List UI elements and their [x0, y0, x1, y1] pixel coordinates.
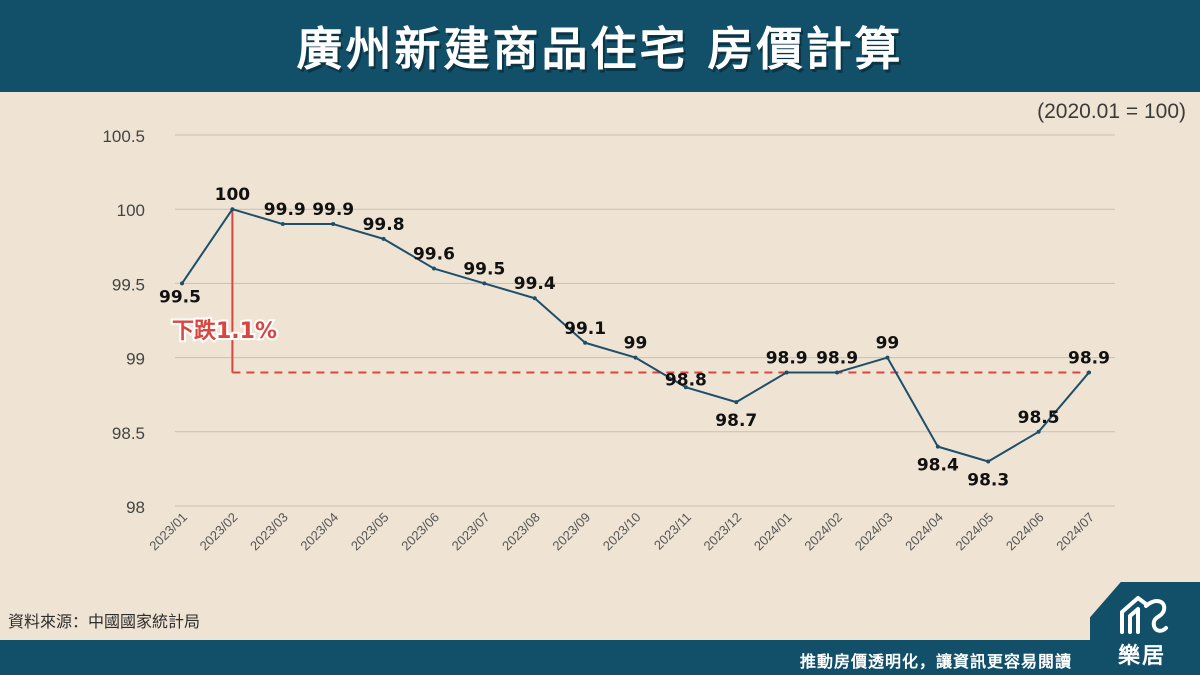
y-tick-label: 99.5 — [112, 275, 145, 294]
data-label: 99.1 — [564, 319, 606, 339]
data-label: 99.5 — [463, 259, 505, 279]
data-label: 99.8 — [363, 215, 405, 235]
x-tick-label: 2023/03 — [247, 510, 291, 554]
data-label: 99 — [876, 334, 900, 354]
data-label: 98.9 — [816, 348, 858, 368]
data-label: 99.6 — [413, 245, 455, 265]
brand-panel: 樂居 — [1090, 582, 1200, 675]
data-label: 98.9 — [1068, 348, 1110, 368]
data-point — [935, 444, 940, 449]
data-point — [180, 281, 184, 286]
data-label: 99.9 — [264, 200, 306, 220]
data-point — [986, 459, 991, 464]
data-point — [683, 385, 688, 390]
data-point — [734, 400, 739, 405]
x-tick-label: 2023/11 — [651, 510, 694, 553]
x-tick-label: 2023/07 — [449, 510, 493, 554]
data-point — [532, 296, 537, 301]
x-tick-label: 2023/01 — [146, 510, 190, 554]
data-point — [835, 370, 840, 375]
data-label: 98.9 — [766, 348, 808, 368]
data-point — [633, 355, 638, 360]
header-bar: 廣州新建商品住宅 房價計算 — [0, 0, 1200, 92]
y-tick-label: 98.5 — [112, 424, 145, 443]
x-tick-label: 2023/05 — [348, 510, 392, 554]
data-point — [482, 281, 487, 286]
data-label: 100 — [215, 185, 251, 205]
data-label: 98.5 — [1018, 408, 1060, 428]
x-tick-label: 2023/10 — [600, 510, 644, 554]
data-point — [431, 266, 436, 271]
data-label: 99 — [624, 334, 648, 354]
data-point — [1087, 370, 1091, 375]
x-tick-label: 2024/05 — [953, 510, 997, 554]
data-point — [331, 222, 336, 227]
brand-logo-text: 樂居 — [1118, 644, 1167, 669]
x-tick-label: 2023/08 — [499, 510, 543, 554]
data-point — [784, 370, 789, 375]
x-tick-label: 2023/12 — [701, 510, 745, 554]
footer-slogan: 推動房價透明化，讓資訊更容易閱讀 — [799, 652, 1072, 671]
x-tick-label: 2024/06 — [1003, 510, 1047, 554]
x-tick-label: 2024/04 — [902, 510, 946, 554]
y-tick-label: 100.5 — [102, 127, 145, 146]
x-tick-label: 2024/01 — [751, 510, 795, 554]
data-point — [280, 222, 285, 227]
data-label: 98.7 — [715, 411, 757, 431]
x-tick-label: 2023/06 — [398, 510, 442, 554]
x-tick-label: 2024/03 — [852, 510, 896, 554]
decline-annotation-label: 下跌1.1% — [172, 319, 277, 344]
data-point — [1036, 429, 1041, 434]
y-tick-label: 99 — [126, 350, 145, 369]
data-point — [230, 207, 235, 212]
data-label: 98.3 — [967, 470, 1009, 490]
data-label: 98.8 — [665, 370, 707, 390]
data-label: 99.4 — [514, 274, 556, 294]
data-point — [583, 340, 588, 345]
y-tick-label: 98 — [126, 498, 145, 517]
index-base-note: (2020.01 = 100) — [1037, 100, 1186, 123]
x-tick-label: 2023/04 — [297, 510, 341, 554]
y-tick-label: 100 — [117, 201, 145, 220]
data-source: 資料來源：中國國家統計局 — [8, 612, 201, 631]
house-logo-icon — [1120, 596, 1168, 634]
x-tick-label: 2023/09 — [549, 510, 593, 554]
page-title: 廣州新建商品住宅 房價計算 — [296, 22, 904, 76]
data-label: 98.4 — [917, 456, 959, 476]
data-point — [885, 355, 890, 360]
x-tick-label: 2024/07 — [1053, 510, 1097, 554]
footer-bar: 推動房價透明化，讓資訊更容易閱讀 — [0, 640, 1200, 675]
x-tick-label: 2024/02 — [801, 510, 845, 554]
x-tick-label: 2023/02 — [197, 510, 241, 554]
data-point — [381, 236, 386, 241]
data-label: 99.9 — [312, 200, 354, 220]
data-label: 99.5 — [159, 287, 201, 307]
